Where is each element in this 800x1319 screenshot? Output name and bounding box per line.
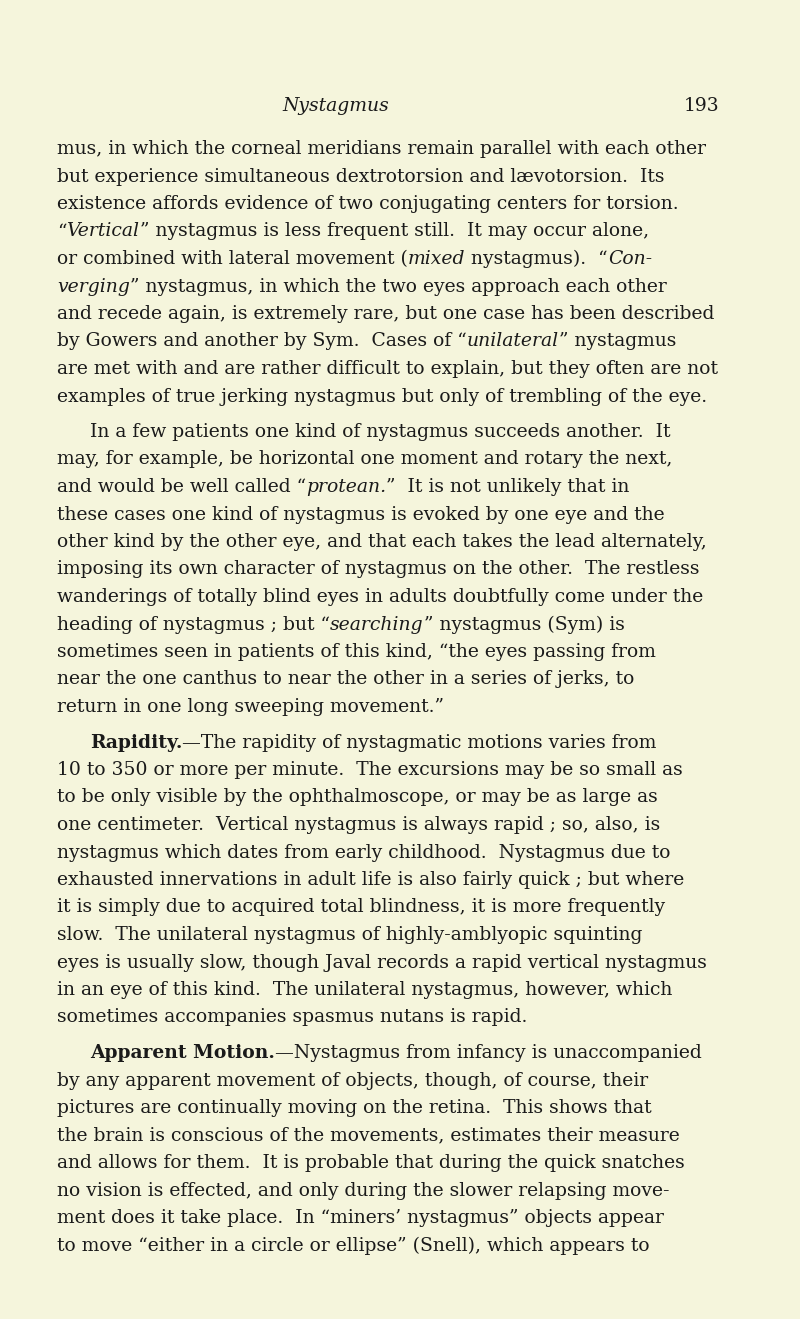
Text: “: “ — [57, 223, 66, 240]
Text: the brain is conscious of the movements, estimates their measure: the brain is conscious of the movements,… — [57, 1126, 680, 1145]
Text: and would be well called “: and would be well called “ — [57, 477, 306, 496]
Text: or combined with lateral movement (: or combined with lateral movement ( — [57, 251, 408, 268]
Text: but experience simultaneous dextrotorsion and lævotorsion.  Its: but experience simultaneous dextrotorsio… — [57, 168, 665, 186]
Text: and recede again, is extremely rare, but one case has been described: and recede again, is extremely rare, but… — [57, 305, 714, 323]
Text: imposing its own character of nystagmus on the other.  The restless: imposing its own character of nystagmus … — [57, 561, 699, 579]
Text: may, for example, be horizontal one moment and rotary the next,: may, for example, be horizontal one mome… — [57, 451, 672, 468]
Text: examples of true jerking nystagmus but only of trembling of the eye.: examples of true jerking nystagmus but o… — [57, 388, 707, 405]
Text: Nystagmus: Nystagmus — [282, 98, 390, 115]
Text: protean.: protean. — [306, 477, 386, 496]
Text: sometimes seen in patients of this kind, “the eyes passing from: sometimes seen in patients of this kind,… — [57, 642, 656, 661]
Text: by any apparent movement of objects, though, of course, their: by any apparent movement of objects, tho… — [57, 1071, 648, 1089]
Text: it is simply due to acquired total blindness, it is more frequently: it is simply due to acquired total blind… — [57, 898, 665, 917]
Text: sometimes accompanies spasmus nutans is rapid.: sometimes accompanies spasmus nutans is … — [57, 1009, 527, 1026]
Text: in an eye of this kind.  The unilateral nystagmus, however, which: in an eye of this kind. The unilateral n… — [57, 981, 672, 998]
Text: are met with and are rather difficult to explain, but they often are not: are met with and are rather difficult to… — [57, 360, 718, 379]
Text: Con-: Con- — [608, 251, 652, 268]
Text: nystagmus which dates from early childhood.  Nystagmus due to: nystagmus which dates from early childho… — [57, 843, 670, 861]
Text: other kind by the other eye, and that each takes the lead alternately,: other kind by the other eye, and that ea… — [57, 533, 706, 551]
Text: return in one long sweeping movement.”: return in one long sweeping movement.” — [57, 698, 444, 716]
Text: unilateral: unilateral — [466, 332, 559, 351]
Text: these cases one kind of nystagmus is evoked by one eye and the: these cases one kind of nystagmus is evo… — [57, 505, 665, 524]
Text: no vision is effected, and only during the slower relapsing move-: no vision is effected, and only during t… — [57, 1182, 670, 1199]
Text: heading of nystagmus ; but “: heading of nystagmus ; but “ — [57, 616, 330, 633]
Text: one centimeter.  Vertical nystagmus is always rapid ; so, also, is: one centimeter. Vertical nystagmus is al… — [57, 816, 660, 834]
Text: by Gowers and another by Sym.  Cases of “: by Gowers and another by Sym. Cases of “ — [57, 332, 466, 351]
Text: ” nystagmus is less frequent still.  It may occur alone,: ” nystagmus is less frequent still. It m… — [139, 223, 649, 240]
Text: 10 to 350 or more per minute.  The excursions may be so small as: 10 to 350 or more per minute. The excurs… — [57, 761, 682, 780]
Text: In a few patients one kind of nystagmus succeeds another.  It: In a few patients one kind of nystagmus … — [90, 423, 670, 441]
Text: eyes is usually slow, though Javal records a rapid vertical nystagmus: eyes is usually slow, though Javal recor… — [57, 954, 707, 972]
Text: and allows for them.  It is probable that during the quick snatches: and allows for them. It is probable that… — [57, 1154, 685, 1173]
Text: to be only visible by the ophthalmoscope, or may be as large as: to be only visible by the ophthalmoscope… — [57, 789, 658, 806]
Text: —Nystagmus from infancy is unaccompanied: —Nystagmus from infancy is unaccompanied — [275, 1045, 702, 1062]
Text: ” nystagmus, in which the two eyes approach each other: ” nystagmus, in which the two eyes appro… — [130, 277, 666, 295]
Text: wanderings of totally blind eyes in adults doubtfully come under the: wanderings of totally blind eyes in adul… — [57, 588, 703, 605]
Text: to move “either in a circle or ellipse” (Snell), which appears to: to move “either in a circle or ellipse” … — [57, 1236, 650, 1254]
Text: ment does it take place.  In “miners’ nystagmus” objects appear: ment does it take place. In “miners’ nys… — [57, 1210, 664, 1227]
Text: Vertical: Vertical — [66, 223, 139, 240]
Text: nystagmus).  “: nystagmus). “ — [466, 251, 608, 268]
Text: mixed: mixed — [408, 251, 466, 268]
Text: verging: verging — [57, 277, 130, 295]
Text: mus, in which the corneal meridians remain parallel with each other: mus, in which the corneal meridians rema… — [57, 140, 706, 158]
Text: ” nystagmus (Sym) is: ” nystagmus (Sym) is — [424, 616, 625, 633]
Text: near the one canthus to near the other in a series of jerks, to: near the one canthus to near the other i… — [57, 670, 634, 689]
Text: pictures are continually moving on the retina.  This shows that: pictures are continually moving on the r… — [57, 1099, 652, 1117]
Text: ” nystagmus: ” nystagmus — [559, 332, 676, 351]
Text: Rapidity.: Rapidity. — [90, 733, 182, 752]
Text: slow.  The unilateral nystagmus of highly-amblyopic squinting: slow. The unilateral nystagmus of highly… — [57, 926, 642, 944]
Text: existence affords evidence of two conjugating centers for torsion.: existence affords evidence of two conjug… — [57, 195, 678, 212]
Text: —The rapidity of nystagmatic motions varies from: —The rapidity of nystagmatic motions var… — [182, 733, 657, 752]
Text: ”  It is not unlikely that in: ” It is not unlikely that in — [386, 477, 630, 496]
Text: searching: searching — [330, 616, 424, 633]
Text: exhausted innervations in adult life is also fairly quick ; but where: exhausted innervations in adult life is … — [57, 871, 684, 889]
Text: 193: 193 — [684, 98, 720, 115]
Text: Apparent Motion.: Apparent Motion. — [90, 1045, 275, 1062]
